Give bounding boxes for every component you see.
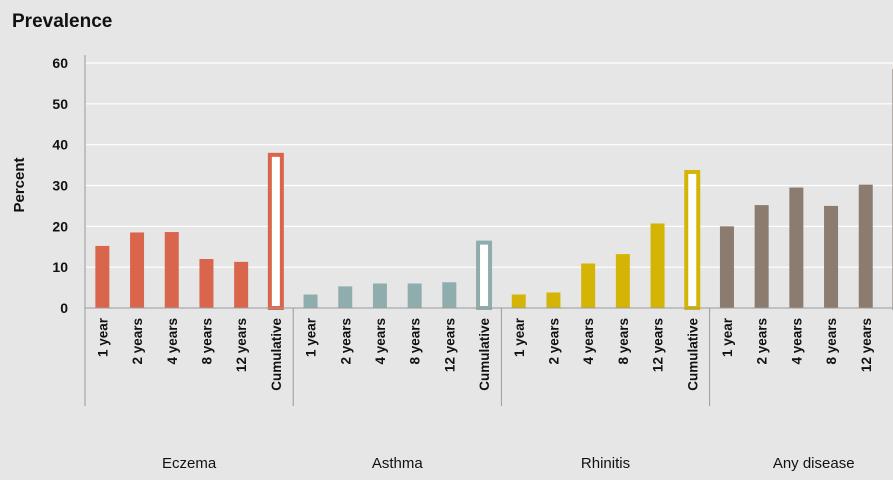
y-axis-label: Percent	[11, 157, 28, 212]
x-tick-label: 1 year	[304, 317, 319, 357]
x-tick-label: 8 years	[199, 318, 214, 365]
bar-rhinitis-1	[546, 292, 561, 308]
bar-eczema-4	[234, 261, 249, 308]
group-label: Asthma	[372, 455, 424, 472]
bar-rhinitis-cumulative	[684, 169, 701, 310]
x-tick-label: 12 years	[859, 318, 874, 372]
bar-eczema-1	[130, 232, 145, 308]
x-tick-label: 2 years	[338, 318, 353, 365]
x-tick-label: 4 years	[581, 318, 596, 365]
bar-any-disease-1	[754, 205, 769, 308]
x-tick-label: 4 years	[789, 318, 804, 365]
y-tick-label: 30	[52, 178, 68, 194]
x-tick-label: 4 years	[165, 318, 180, 365]
x-tick-label: Cumulative	[477, 318, 492, 391]
bar-asthma-3	[407, 283, 422, 308]
bar-asthma-0	[303, 294, 318, 308]
bar-eczema-2	[164, 232, 179, 308]
x-tick-label: 12 years	[234, 318, 249, 372]
y-tick-label: 10	[52, 259, 68, 275]
y-tick-label: 20	[52, 218, 68, 234]
x-tick-label: 1 year	[720, 317, 735, 357]
bars-layer	[95, 69, 893, 310]
y-tick-label: 0	[60, 300, 68, 316]
x-tick-label: Cumulative	[269, 318, 284, 391]
bar-asthma-1	[338, 286, 353, 308]
bar-any-disease-4	[858, 184, 873, 308]
x-tick-label: 8 years	[824, 318, 839, 365]
bar-any-disease-0	[719, 226, 734, 308]
x-tick-label: Cumulative	[685, 318, 700, 391]
x-tick-label: 8 years	[616, 318, 631, 365]
x-tick-label: 2 years	[546, 318, 561, 365]
bar-rhinitis-2	[581, 263, 596, 308]
group-label: Eczema	[162, 455, 217, 472]
y-tick-label: 60	[52, 55, 68, 71]
bar-any-disease-2	[789, 187, 804, 308]
bar-rhinitis-4	[650, 223, 665, 308]
labels-layer: 0 10 20 30 40 50 60 1 year 2 years 4 years 8 years…	[52, 55, 874, 472]
y-tick-label: 40	[52, 137, 68, 153]
bar-rhinitis-3	[615, 254, 630, 308]
x-tick-label: 2 years	[130, 318, 145, 365]
group-label: Rhinitis	[581, 455, 630, 472]
group-label: Any disease	[773, 455, 855, 472]
y-tick-label: 50	[52, 96, 68, 112]
bar-eczema-0	[95, 245, 110, 308]
bar-eczema-cumulative	[267, 152, 284, 310]
bar-asthma-2	[372, 283, 387, 308]
bar-eczema-3	[199, 259, 214, 308]
x-tick-label: 1 year	[512, 317, 527, 357]
bar-asthma-cumulative	[476, 240, 493, 310]
x-tick-label: 4 years	[373, 318, 388, 365]
x-tick-label: 12 years	[651, 318, 666, 372]
x-tick-label: 8 years	[408, 318, 423, 365]
axis-layer	[84, 55, 893, 406]
bar-any-disease-3	[824, 205, 839, 308]
x-tick-label: 2 years	[755, 318, 770, 365]
x-tick-label: 1 year	[95, 317, 110, 357]
x-tick-label: 12 years	[442, 318, 457, 372]
grid-layer	[86, 62, 893, 268]
bar-asthma-4	[442, 282, 457, 308]
chart-title: Prevalence	[12, 11, 112, 32]
bar-rhinitis-0	[511, 294, 526, 308]
